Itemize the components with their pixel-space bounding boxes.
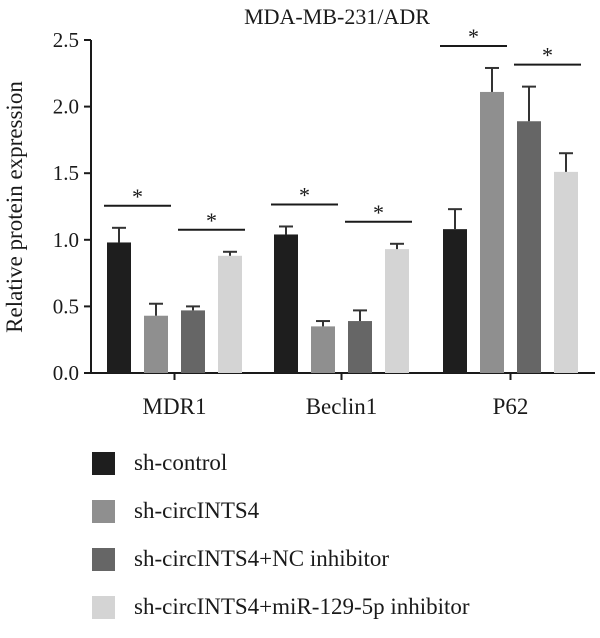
bar — [443, 229, 467, 373]
bar — [144, 315, 168, 373]
bar — [517, 121, 541, 373]
bar — [107, 242, 131, 373]
legend-swatch — [92, 500, 115, 523]
bar — [480, 91, 504, 373]
significance-star: * — [299, 182, 310, 207]
y-tick-label: 0.0 — [53, 361, 79, 385]
y-tick-label: 2.5 — [53, 28, 79, 52]
y-tick-label: 2.0 — [53, 95, 79, 119]
significance-star: * — [468, 24, 479, 49]
bar — [385, 249, 409, 373]
legend-swatch — [92, 596, 115, 619]
significance-star: * — [132, 184, 143, 209]
bar — [554, 171, 578, 373]
legend-label: sh-circINTS4+NC inhibitor — [134, 546, 390, 571]
bar — [311, 326, 335, 373]
legend-label: sh-circINTS4 — [134, 498, 260, 523]
legend-swatch — [92, 548, 115, 571]
x-tick-label: P62 — [493, 394, 529, 419]
legend-label: sh-circINTS4+miR-129-5p inhibitor — [134, 594, 470, 619]
bar-series-group — [107, 91, 578, 373]
y-axis-label: Relative protein expression — [2, 81, 27, 333]
significance-star: * — [206, 208, 217, 233]
significance-group: * * * * * * — [104, 24, 581, 233]
y-axis-ticks: 0.0 0.5 1.0 1.5 2.0 2.5 — [53, 28, 91, 385]
bar — [348, 321, 372, 373]
x-tick-label: MDR1 — [143, 394, 207, 419]
x-axis-ticks: MDR1 Beclin1 P62 — [143, 373, 529, 419]
significance-star: * — [373, 200, 384, 225]
significance-star: * — [542, 43, 553, 68]
legend-swatch — [92, 452, 115, 475]
y-tick-label: 1.5 — [53, 161, 79, 185]
legend-label: sh-control — [134, 450, 228, 475]
bar-chart: MDA-MB-231/ADR Relative protein expressi… — [2, 4, 595, 419]
x-tick-label: Beclin1 — [306, 394, 378, 419]
bar — [181, 310, 205, 373]
error-bars-group — [112, 66, 573, 327]
y-tick-label: 1.0 — [53, 228, 79, 252]
chart-title: MDA-MB-231/ADR — [244, 4, 430, 29]
bar — [274, 234, 298, 373]
bar — [218, 255, 242, 373]
y-tick-label: 0.5 — [53, 294, 79, 318]
